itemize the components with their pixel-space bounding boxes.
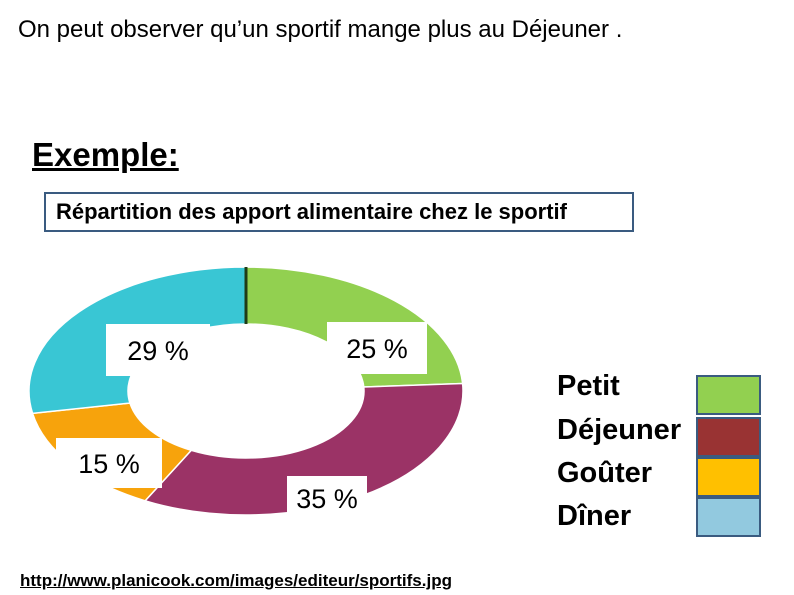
legend-label-gouter: Goûter: [557, 457, 653, 489]
legend-swatches: [696, 375, 761, 537]
svg-text:25 %: 25 %: [346, 334, 408, 364]
legend-label-diner: Dîner: [557, 500, 632, 532]
example-heading: Exemple:: [32, 136, 179, 173]
svg-text:29 %: 29 %: [127, 336, 189, 366]
slice-label-diner: 29 %: [106, 324, 210, 376]
legend-label-petit: Petit: [557, 370, 620, 402]
svg-text:35 %: 35 %: [296, 484, 358, 514]
slice-dejeuner: [143, 382, 464, 516]
slice-label-petit-dejeuner: 25 %: [327, 322, 427, 374]
legend-swatch-2: [696, 457, 761, 497]
legend-label-dejeuner: Déjeuner: [557, 414, 682, 446]
legend-swatch-1: [696, 417, 761, 457]
source-link[interactable]: http://www.planicook.com/images/editeur/…: [20, 571, 452, 590]
slice-label-dejeuner: 35 %: [287, 476, 367, 520]
chart-title: Répartition des apport alimentaire chez …: [44, 192, 634, 232]
legend-swatch-3: [696, 497, 761, 537]
legend-swatch-0: [696, 375, 761, 415]
intro-text: On peut observer qu’un sportif mange plu…: [18, 16, 623, 43]
slice-labels: 25 % 35 % 15 % 29 %: [56, 322, 427, 520]
svg-text:15 %: 15 %: [78, 449, 140, 479]
slice-label-gouter: 15 %: [56, 438, 162, 488]
